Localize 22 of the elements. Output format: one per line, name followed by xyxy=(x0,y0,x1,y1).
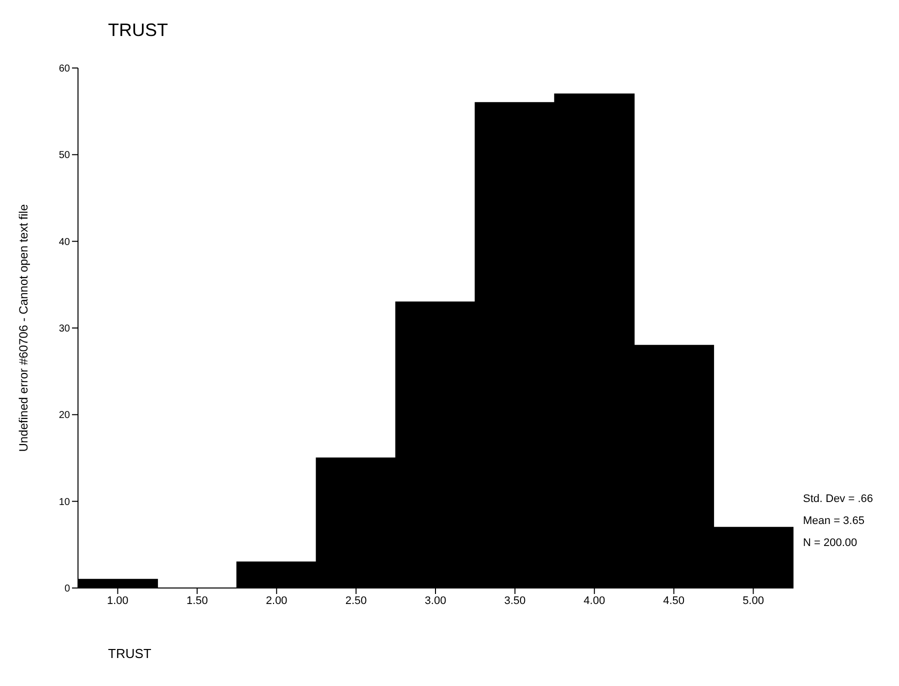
x-axis-title: TRUST xyxy=(108,646,152,661)
y-tick-label: 60 xyxy=(58,64,70,75)
x-tick-label: 4.00 xyxy=(584,594,606,607)
x-tick-label: 5.00 xyxy=(742,594,764,607)
text: Std. Dev = .66 xyxy=(803,492,874,507)
x-tick-label: 2.00 xyxy=(266,594,288,607)
x-tick-label: 3.00 xyxy=(424,594,446,607)
y-tick-label: 10 xyxy=(58,496,70,508)
x-tick-label: 1.50 xyxy=(186,594,208,607)
chart-title: TRUST xyxy=(108,20,168,41)
x-tick-label: 3.50 xyxy=(504,594,526,607)
y-tick-label: 30 xyxy=(58,324,70,335)
x-tick-label: 4.50 xyxy=(663,594,685,607)
y-tick-label: 50 xyxy=(58,150,70,162)
y-tick-label: 20 xyxy=(58,410,70,422)
x-tick-label: 1.00 xyxy=(107,594,128,607)
x-tick-label: 2.50 xyxy=(345,594,367,607)
y-axis-title: Undefined error #60706 - Cannot open text file xyxy=(16,204,30,452)
y-tick-label: 0 xyxy=(64,584,70,595)
y-tick-label: 40 xyxy=(58,236,70,248)
text: N = 200.00 xyxy=(803,536,858,551)
text: Mean = 3.65 xyxy=(803,514,866,529)
